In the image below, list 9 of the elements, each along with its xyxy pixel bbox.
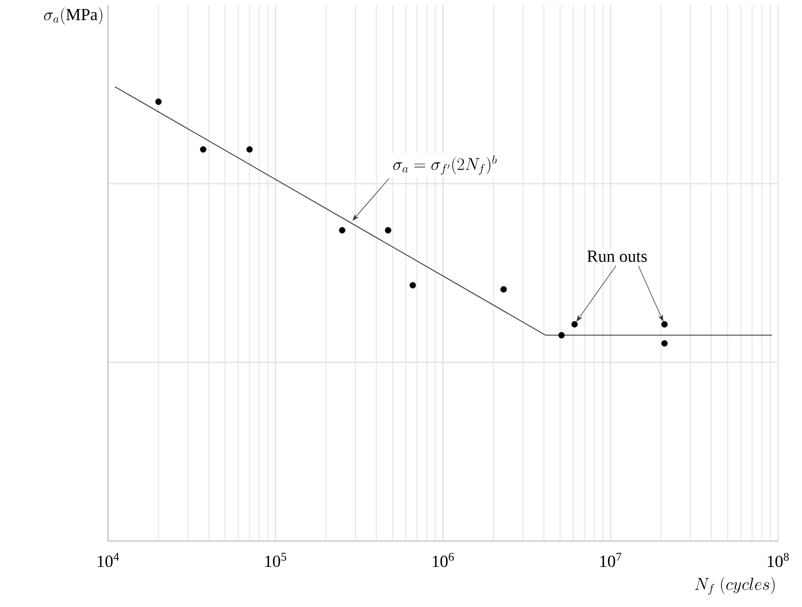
x-tick-label: 10$^{6}$ [432, 552, 454, 568]
annotation: Run outs [587, 250, 647, 262]
annotation: $\sigma_a = \sigma_{f'}(2N_f)^b$ [393, 155, 497, 175]
x-tick-label: 10$^{7}$ [600, 552, 622, 568]
text: $\sigma_a(\mathrm{MPa})$ [44, 7, 102, 24]
x-tick-label: 10$^{4}$ [98, 552, 120, 568]
x-tick-label: 10$^{8}$ [768, 552, 789, 568]
x-axis-title: $N_f\ (cycles)$ [695, 576, 775, 595]
x-tick-label: 10$^{5}$ [265, 552, 286, 568]
